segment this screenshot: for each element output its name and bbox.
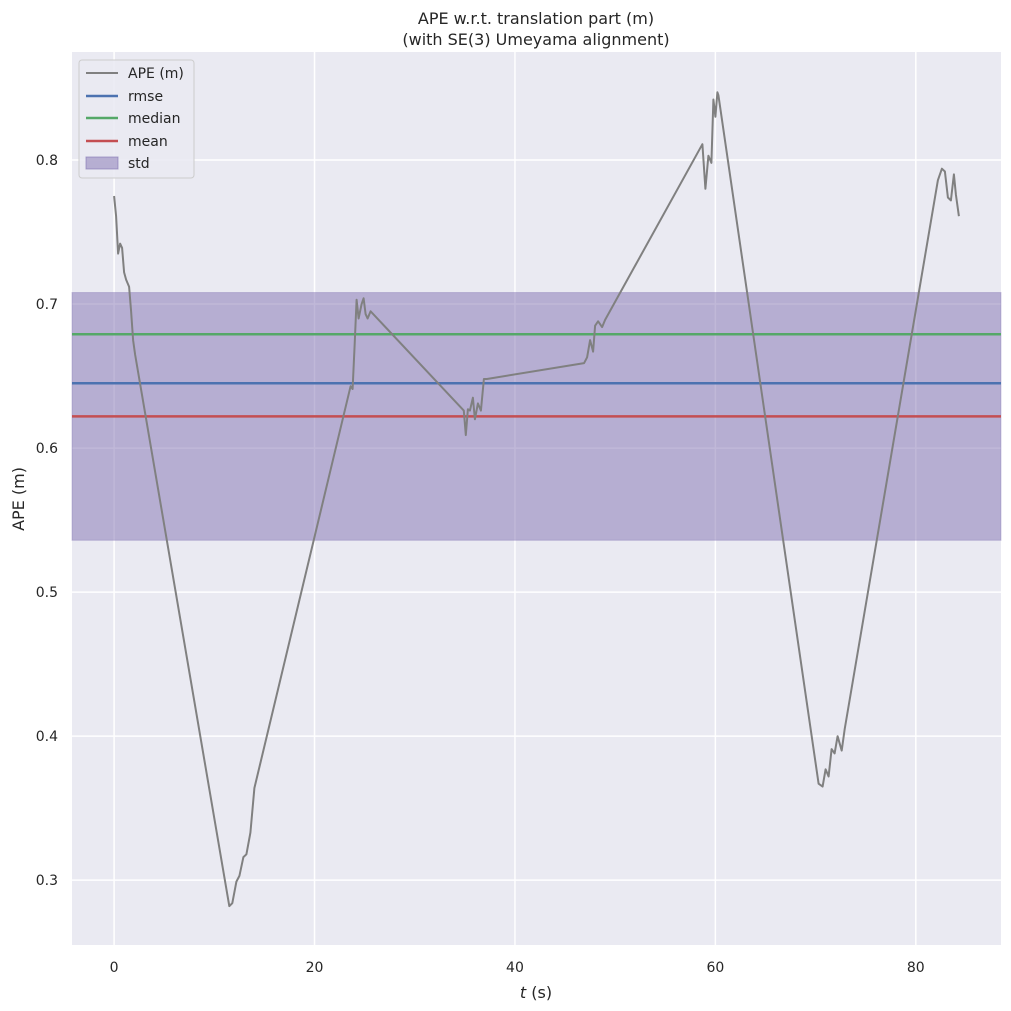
x-axis-label-unit: (s) [526,983,552,1002]
series-layer [113,91,960,908]
legend-label-std: std [128,156,150,172]
tick-labels: 0 20 40 60 80 0.3 0.4 0.5 0.6 0.7 0.8 [36,153,925,976]
legend-label-rmse: rmse [128,89,163,105]
x-axis-label-var: t [520,983,527,1002]
y-tick-label: 0.3 [36,873,58,889]
grid-lines [72,52,1001,945]
legend: APE (m) rmse median mean std [78,59,195,179]
y-tick-label: 0.4 [36,729,58,745]
legend-box [78,59,195,179]
chart-title-line-2: (with SE(3) Umeyama alignment) [402,30,669,49]
legend-label-ape: APE (m) [128,66,184,82]
x-tick-label: 0 [110,960,119,976]
y-tick-label: 0.6 [36,441,58,457]
x-axis-label: t (s) [520,983,552,1002]
legend-label-median: median [128,111,180,127]
legend-swatch-std [85,156,119,170]
stat-lines-layer [72,333,1001,418]
x-tick-label: 80 [907,960,925,976]
legend-label-mean: mean [128,134,168,150]
x-tick-label: 40 [506,960,524,976]
y-tick-label: 0.8 [36,153,58,169]
chart-title-line-1: APE w.r.t. translation part (m) [418,9,654,28]
y-tick-label: 0.7 [36,297,58,313]
y-axis-label: APE (m) [9,467,28,531]
ape-series-line [113,91,960,908]
x-tick-label: 60 [706,960,724,976]
x-tick-label: 20 [306,960,324,976]
y-tick-label: 0.5 [36,585,58,601]
